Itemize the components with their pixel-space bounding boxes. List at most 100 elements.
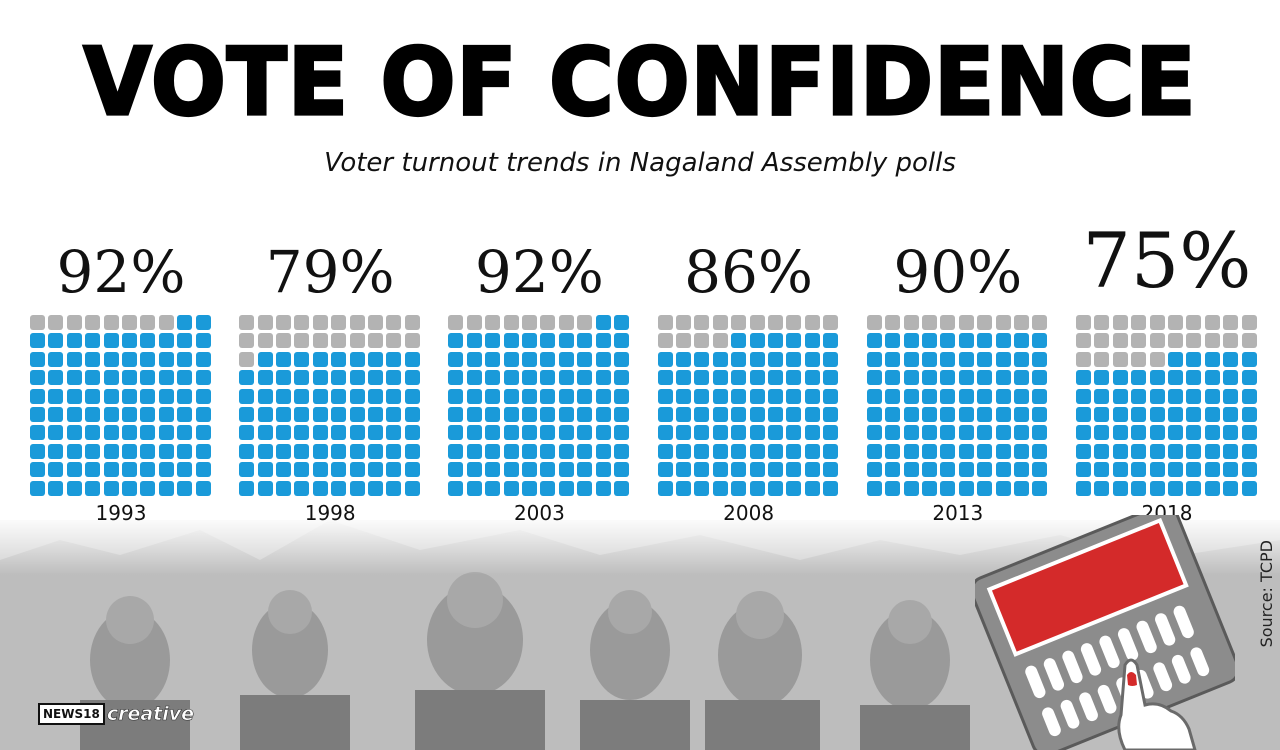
waffle-cell-empty	[1186, 333, 1202, 349]
turnout-label: 86%	[684, 238, 814, 306]
waffle-cell-filled	[140, 480, 156, 496]
waffle-cell-empty	[367, 333, 383, 349]
waffle-cell-filled	[1112, 480, 1128, 496]
waffle-cell-filled	[958, 370, 974, 386]
waffle-cell-filled	[558, 351, 574, 367]
waffle-cell-filled	[712, 462, 728, 478]
waffle-cell-filled	[294, 351, 310, 367]
waffle-cell-filled	[694, 462, 710, 478]
waffle-cell-filled	[158, 333, 174, 349]
waffle-cell-filled	[103, 462, 119, 478]
waffle-cell-filled	[367, 462, 383, 478]
waffle-cell-empty	[1112, 315, 1128, 330]
waffle-cell-filled	[675, 443, 691, 459]
waffle-cell-filled	[1223, 462, 1239, 478]
waffle-cell-filled	[712, 407, 728, 422]
waffle-cell-filled	[466, 407, 482, 422]
waffle-cell-filled	[1076, 388, 1091, 404]
waffle-cell-filled	[349, 388, 365, 404]
waffle-cell-filled	[239, 388, 255, 404]
waffle-cell-filled	[866, 480, 882, 496]
waffle-cell-filled	[367, 351, 383, 367]
waffle-cell-empty	[1223, 333, 1239, 349]
waffle-cell-empty	[1076, 351, 1091, 367]
year-label: 1998	[304, 501, 356, 525]
waffle-cell-filled	[140, 425, 156, 441]
waffle-cell-filled	[749, 370, 765, 386]
waffle-cell-filled	[1094, 462, 1110, 478]
waffle-cell-filled	[294, 443, 310, 459]
waffle-cell-filled	[239, 407, 255, 422]
waffle-cell-filled	[158, 351, 174, 367]
waffle-cell-filled	[804, 388, 820, 404]
waffle-cell-filled	[30, 407, 45, 422]
waffle-cell-filled	[48, 351, 64, 367]
waffle-cell-filled	[331, 388, 347, 404]
waffle-cell-filled	[823, 333, 839, 349]
waffle-cell-empty	[903, 315, 919, 330]
waffle-cell-filled	[921, 443, 937, 459]
waffle-cell-filled	[466, 480, 482, 496]
waffle-cell-filled	[257, 370, 273, 386]
waffle-cell-filled	[331, 462, 347, 478]
waffle-cell-filled	[540, 388, 556, 404]
waffle-cell-filled	[275, 425, 291, 441]
waffle-cell-empty	[386, 315, 402, 330]
waffle-cell-filled	[448, 462, 464, 478]
waffle-cell-filled	[995, 443, 1011, 459]
waffle-cell-filled	[694, 388, 710, 404]
waffle-cell-empty	[1241, 315, 1257, 330]
waffle-cell-filled	[657, 407, 673, 422]
page-subtitle: Voter turnout trends in Nagaland Assembl…	[324, 148, 956, 178]
waffle-panel-2018: 75% 2018	[1076, 215, 1258, 530]
waffle-cell-filled	[823, 388, 839, 404]
waffle-cell-empty	[749, 315, 765, 330]
waffle-cell-filled	[331, 370, 347, 386]
waffle-grid	[448, 315, 630, 496]
year-label: 2008	[723, 501, 775, 525]
waffle-cell-filled	[195, 333, 211, 349]
waffle-cell-filled	[675, 480, 691, 496]
waffle-cell-filled	[85, 351, 101, 367]
waffle-cell-filled	[1032, 425, 1048, 441]
waffle-cell-empty	[1013, 315, 1029, 330]
waffle-cell-filled	[786, 480, 802, 496]
waffle-cell-filled	[195, 351, 211, 367]
waffle-cell-filled	[595, 443, 611, 459]
waffle-cell-filled	[712, 443, 728, 459]
waffle-cell-empty	[866, 315, 882, 330]
waffle-cell-filled	[694, 351, 710, 367]
waffle-cell-filled	[675, 425, 691, 441]
waffle-cell-filled	[503, 407, 519, 422]
waffle-cell-filled	[749, 443, 765, 459]
waffle-cell-filled	[1223, 443, 1239, 459]
waffle-cell-filled	[1032, 443, 1048, 459]
waffle-cell-filled	[158, 462, 174, 478]
waffle-cell-filled	[103, 351, 119, 367]
waffle-cell-filled	[903, 462, 919, 478]
waffle-cell-filled	[540, 370, 556, 386]
waffle-cell-filled	[958, 425, 974, 441]
waffle-cell-filled	[1168, 388, 1183, 404]
waffle-cell-filled	[657, 443, 673, 459]
waffle-cell-filled	[1094, 370, 1110, 386]
waffle-cell-filled	[1131, 407, 1147, 422]
waffle-panel-1998: 79% 1998	[239, 215, 421, 530]
waffle-cell-filled	[275, 407, 291, 422]
waffle-cell-filled	[613, 462, 629, 478]
waffle-cell-filled	[275, 462, 291, 478]
waffle-cell-empty	[804, 315, 820, 330]
waffle-cell-filled	[448, 370, 464, 386]
waffle-cell-filled	[466, 370, 482, 386]
waffle-cell-filled	[30, 351, 45, 367]
waffle-cell-filled	[30, 462, 45, 478]
waffle-cell-empty	[731, 315, 747, 330]
waffle-cell-filled	[122, 333, 137, 349]
waffle-cell-filled	[1013, 351, 1029, 367]
waffle-cell-filled	[786, 370, 802, 386]
waffle-cell-filled	[977, 480, 993, 496]
waffle-grid	[866, 315, 1049, 496]
waffle-cell-filled	[657, 425, 673, 441]
waffle-cell-empty	[485, 315, 501, 330]
waffle-cell-filled	[1241, 462, 1257, 478]
